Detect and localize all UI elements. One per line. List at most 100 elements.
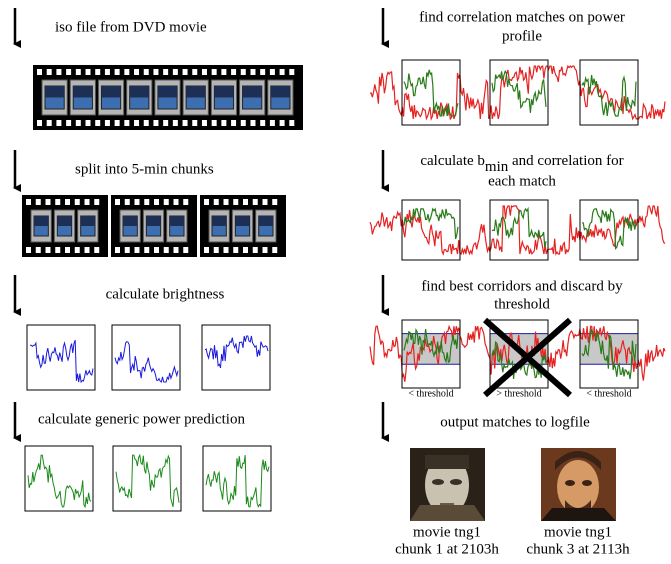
perforation [221, 69, 227, 75]
plot-frame [401, 59, 461, 126]
signal [115, 453, 180, 508]
perforation [35, 199, 41, 205]
signal [491, 69, 547, 113]
threshold-label: < threshold [408, 388, 453, 399]
perforation [84, 247, 90, 253]
perforation [260, 120, 266, 126]
step-label: threshold [494, 296, 550, 312]
perforation [74, 247, 80, 253]
step-label: output matches to logfile [440, 414, 590, 430]
discard-cross [483, 317, 572, 398]
perforation [45, 199, 51, 205]
perforation [35, 247, 41, 253]
perforation [134, 120, 140, 126]
perforation [163, 199, 169, 205]
signal [581, 328, 637, 380]
perforation [124, 69, 130, 75]
plot-frame [112, 445, 182, 512]
frame-image [80, 216, 95, 226]
perforation [279, 69, 285, 75]
perforation [172, 120, 178, 126]
perforation [240, 120, 246, 126]
frame-image [270, 86, 290, 98]
perforation [279, 120, 285, 126]
perforation [94, 247, 100, 253]
threshold-label: < threshold [586, 388, 631, 399]
signal [581, 74, 637, 117]
perforation [94, 199, 100, 205]
perforation [154, 247, 159, 253]
frame-image [212, 216, 227, 226]
match-image [541, 448, 616, 521]
perforation [85, 69, 91, 75]
perforation [243, 247, 248, 253]
plot-frame [111, 324, 181, 391]
perforation [66, 69, 72, 75]
perforation [55, 199, 61, 205]
match-caption: movie tng1 [413, 524, 481, 540]
signal [491, 206, 547, 248]
perforation [172, 69, 178, 75]
match-image [410, 448, 485, 521]
perforation [221, 120, 227, 126]
perforation [143, 69, 149, 75]
perforation [262, 247, 268, 253]
perforation [66, 120, 72, 126]
perforation [201, 69, 207, 75]
frame-image [157, 86, 178, 98]
perforation [233, 247, 239, 253]
perforation [213, 199, 219, 205]
perforation [104, 120, 110, 126]
text-part: and correlation for [508, 153, 623, 169]
perforation [250, 69, 256, 75]
perforation [223, 247, 229, 253]
perforation [134, 199, 140, 205]
perforation [163, 247, 169, 253]
signal [205, 455, 270, 508]
perforation [173, 247, 179, 253]
perforation [114, 120, 120, 126]
perforation [115, 247, 120, 253]
perforation [213, 247, 219, 253]
frame-image [235, 216, 250, 226]
text-part: calculate b [420, 153, 485, 169]
perforation [74, 199, 80, 205]
perforation [124, 120, 130, 126]
signal [403, 328, 459, 365]
plot-frame [579, 59, 639, 126]
frame-image [242, 86, 262, 98]
step-label: iso file from DVD movie [55, 19, 207, 35]
perforation [37, 69, 42, 75]
step-label: calculate bmin and correlation for [420, 153, 623, 175]
perforation [192, 69, 198, 75]
signal [204, 335, 269, 369]
perforation [163, 120, 169, 126]
signal [30, 340, 94, 384]
perforation [26, 247, 31, 253]
plot-frame [201, 324, 271, 391]
step-label: split into 5-min chunks [75, 161, 214, 177]
perforation [45, 247, 51, 253]
perforation [289, 69, 295, 75]
plot-frame [202, 445, 272, 512]
perforation [65, 247, 70, 253]
signal [27, 454, 92, 509]
perforation [55, 247, 61, 253]
threshold-label: > threshold [496, 388, 541, 399]
perforation [272, 199, 278, 205]
plot-frame [489, 199, 549, 261]
match-caption: movie tng1 [544, 524, 612, 540]
perforation [250, 120, 256, 126]
perforation [272, 247, 278, 253]
perforation [192, 120, 198, 126]
perforation [243, 199, 248, 205]
subscript: min [485, 159, 509, 175]
perforation [56, 120, 62, 126]
perforation [262, 199, 268, 205]
frame-image [258, 216, 273, 226]
step-label: each match [488, 173, 556, 189]
perforation [37, 120, 42, 126]
perforation [84, 199, 90, 205]
perforation [252, 247, 258, 253]
